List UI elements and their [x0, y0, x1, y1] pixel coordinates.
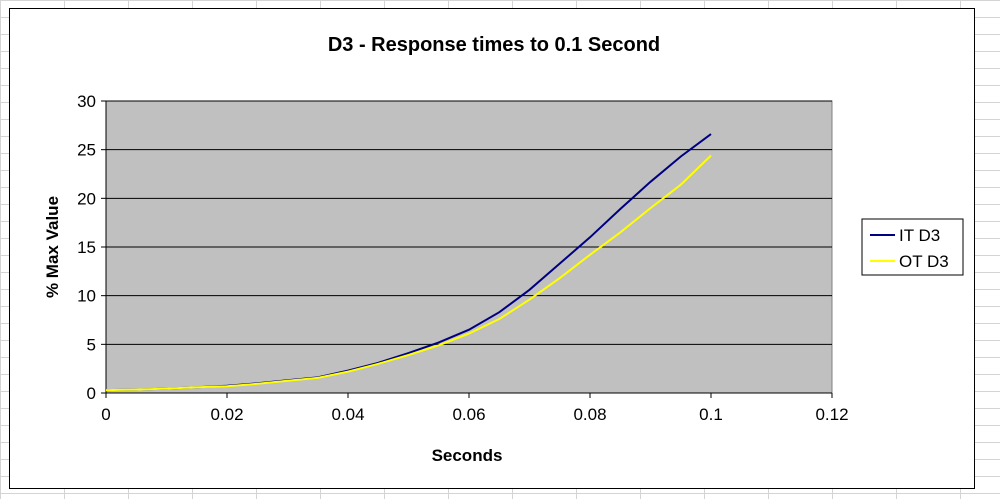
- legend-label-it-d3: IT D3: [899, 226, 940, 245]
- x-tick-label: 0.12: [815, 405, 848, 424]
- x-tick-label: 0.08: [573, 405, 606, 424]
- x-tick-label: 0.1: [699, 405, 723, 424]
- chart-svg: D3 - Response times to 0.1 Second 0 5 10 15…: [43, 34, 964, 465]
- y-tick-label: 5: [87, 335, 96, 354]
- y-tick-label: 10: [77, 287, 96, 306]
- y-tick-label: 30: [77, 92, 96, 111]
- legend-label-ot-d3: OT D3: [899, 252, 949, 271]
- series-line-ot-d3: [105, 154, 712, 392]
- x-tick-label: 0.06: [452, 405, 485, 424]
- chart-title: D3 - Response times to 0.1 Second: [328, 34, 660, 56]
- x-tick-label: 0: [101, 405, 110, 424]
- y-tick-label: 20: [77, 189, 96, 208]
- legend-box: [861, 218, 964, 276]
- y-tick-label: 15: [77, 238, 96, 257]
- y-tick-label: 0: [87, 384, 96, 403]
- x-axis-label: Seconds: [432, 446, 503, 465]
- chart-area[interactable]: D3 - Response times to 0.1 Second 0 5 10 15…: [9, 8, 975, 489]
- x-tick-label: 0.04: [331, 405, 364, 424]
- y-axis-label: % Max Value: [43, 196, 62, 298]
- y-tick-label: 25: [77, 141, 96, 160]
- x-tick-label: 0.02: [210, 405, 243, 424]
